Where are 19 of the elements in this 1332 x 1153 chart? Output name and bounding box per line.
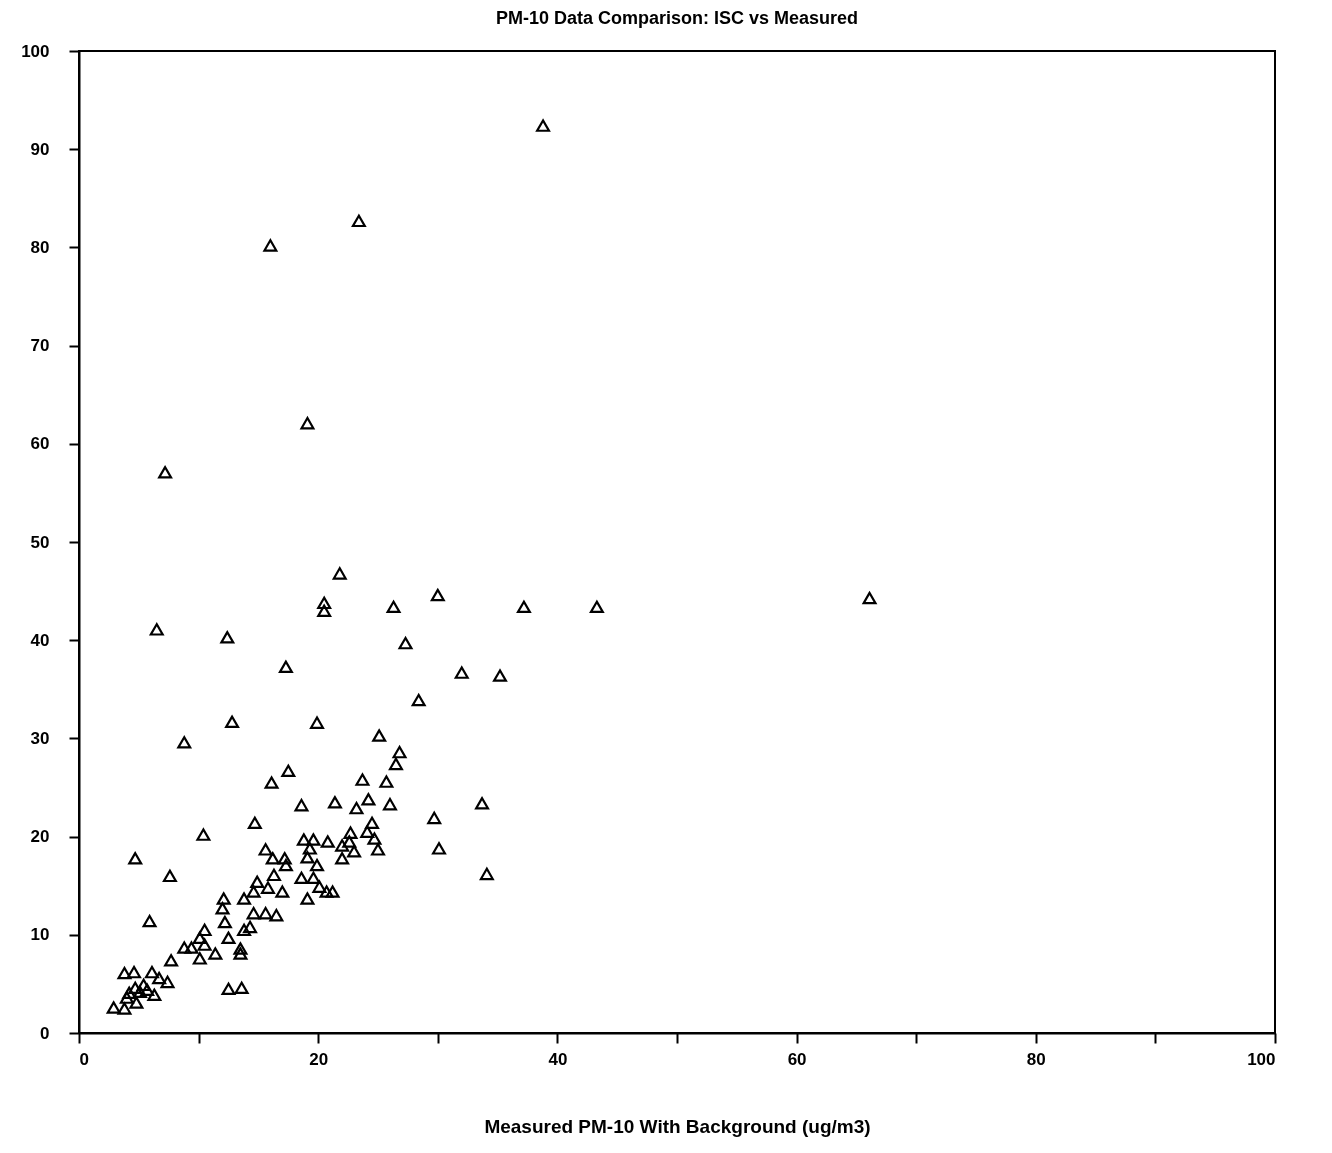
x-tick-label: 0 — [79, 1049, 89, 1069]
y-tick-label: 40 — [30, 630, 50, 650]
y-tick-label: 80 — [30, 237, 50, 257]
y-tick-label: 60 — [30, 434, 50, 454]
x-tick-label: 40 — [548, 1049, 568, 1069]
x-axis-title: Measured PM-10 With Background (ug/m3) — [484, 1115, 871, 1137]
y-tick-label: 100 — [21, 41, 50, 61]
y-tick-label: 10 — [30, 925, 50, 945]
x-tick-label: 80 — [1026, 1049, 1046, 1069]
y-tick-label: 70 — [30, 336, 50, 356]
x-tick-label: 60 — [787, 1049, 807, 1069]
x-tick-label: 100 — [1247, 1049, 1276, 1069]
y-tick-label: 0 — [40, 1023, 50, 1043]
y-tick-label: 90 — [30, 139, 50, 159]
y-tick-label: 20 — [30, 827, 50, 847]
y-tick-label: 30 — [30, 728, 50, 748]
chart-title: PM-10 Data Comparison: ISC vs Measured — [495, 8, 859, 28]
x-tick-label: 20 — [309, 1049, 329, 1069]
y-tick-label: 50 — [30, 532, 50, 552]
